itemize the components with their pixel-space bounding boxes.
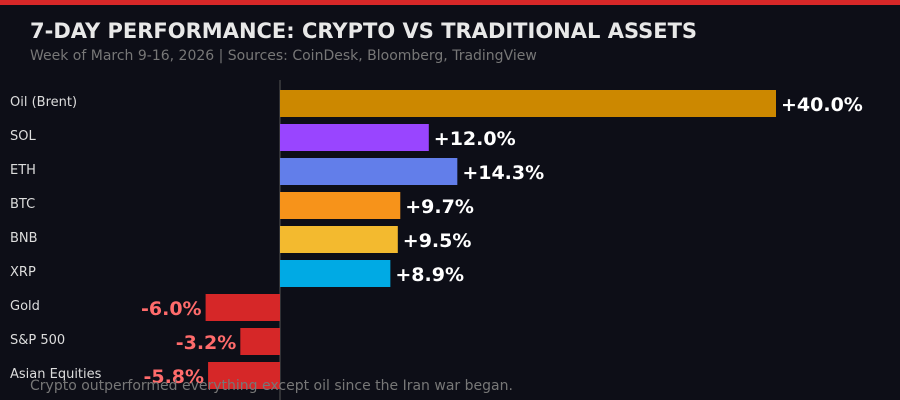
value-label: +40.0% bbox=[781, 94, 863, 116]
bar bbox=[280, 124, 429, 151]
value-label: +9.5% bbox=[403, 230, 472, 252]
bar bbox=[208, 362, 280, 389]
value-label: +8.9% bbox=[395, 264, 464, 286]
bar bbox=[280, 192, 401, 219]
y-tick-label: Asian Equities bbox=[10, 367, 102, 382]
bar bbox=[280, 158, 458, 185]
bar bbox=[280, 226, 398, 253]
value-label: -5.8% bbox=[143, 366, 204, 388]
y-tick-label: XRP bbox=[10, 265, 36, 280]
value-label: +12.0% bbox=[434, 128, 516, 150]
y-tick-label: Oil (Brent) bbox=[10, 95, 77, 110]
top-accent bbox=[0, 0, 900, 5]
chart-title: 7-DAY PERFORMANCE: CRYPTO VS TRADITIONAL… bbox=[30, 19, 697, 43]
bar bbox=[280, 90, 776, 117]
bar bbox=[240, 328, 280, 355]
y-tick-label: BTC bbox=[10, 197, 35, 212]
value-label: -6.0% bbox=[141, 298, 202, 320]
value-label: +14.3% bbox=[462, 162, 544, 184]
footnote: Crypto outperformed everything except oi… bbox=[30, 378, 513, 394]
y-tick-label: S&P 500 bbox=[10, 333, 65, 348]
value-label: +9.7% bbox=[405, 196, 474, 218]
bar bbox=[205, 294, 280, 321]
y-tick-label: ETH bbox=[10, 163, 36, 178]
y-tick-label: SOL bbox=[10, 129, 36, 144]
y-tick-label: Gold bbox=[10, 299, 40, 314]
chart-subtitle: Week of March 9-16, 2026 | Sources: Coin… bbox=[30, 48, 537, 64]
y-tick-label: BNB bbox=[10, 231, 38, 246]
bar bbox=[280, 260, 391, 287]
value-label: -3.2% bbox=[176, 332, 237, 354]
